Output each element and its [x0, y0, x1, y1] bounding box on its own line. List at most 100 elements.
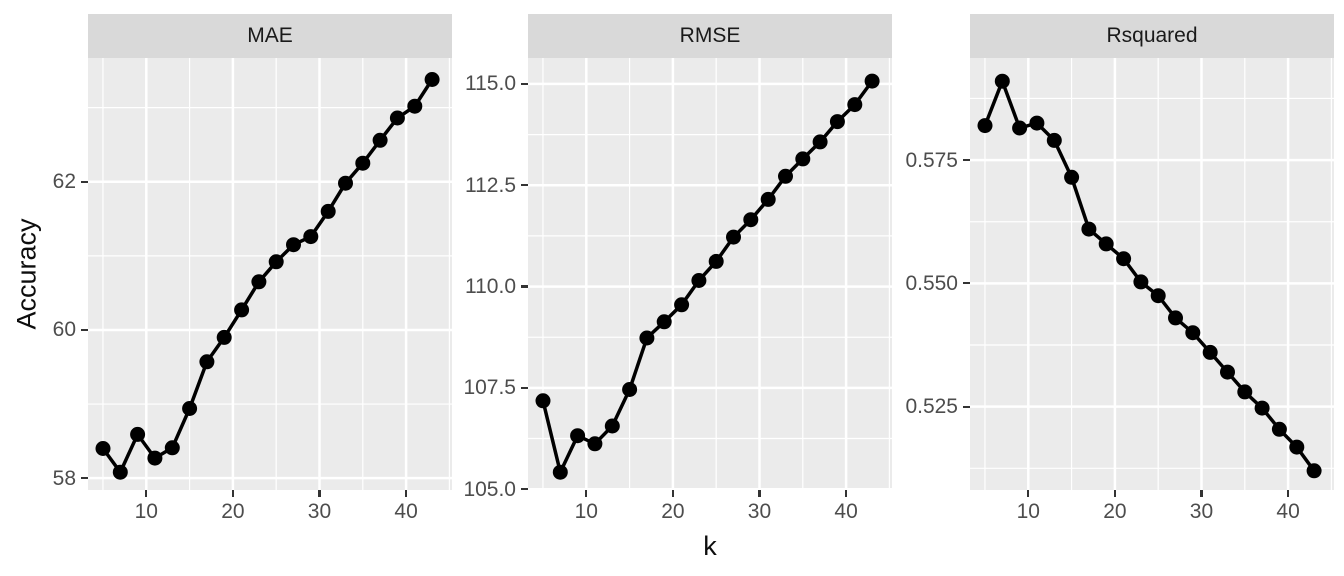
x-tick-mark	[1113, 490, 1116, 497]
data-point	[286, 237, 301, 253]
data-point	[691, 273, 707, 288]
y-tick-mark	[521, 488, 528, 491]
x-axis-title: k	[703, 531, 717, 561]
x-tick-mark	[844, 490, 848, 497]
x-tick-label: 10	[574, 500, 598, 523]
data-point	[1098, 236, 1114, 252]
y-tick-mark	[81, 477, 88, 480]
x-tick-mark	[231, 490, 234, 497]
data-point	[372, 132, 388, 148]
data-point	[604, 418, 620, 434]
data-point	[708, 253, 724, 269]
x-tick-label: 20	[1103, 500, 1127, 523]
y-tick-label: 115.0	[465, 72, 516, 96]
data-point	[424, 72, 440, 87]
y-tick-label: 60	[52, 318, 76, 342]
x-tick-mark	[404, 490, 408, 497]
data-point	[570, 428, 586, 444]
y-tick-label: 58	[52, 466, 76, 490]
data-point	[1150, 288, 1166, 304]
data-point	[1220, 364, 1235, 380]
panel-mae	[88, 58, 452, 490]
x-tick-label: 10	[134, 500, 158, 523]
data-point	[760, 191, 776, 207]
data-point	[95, 441, 111, 456]
x-tick-mark	[1027, 490, 1030, 497]
y-tick-mark	[521, 184, 528, 187]
x-tick-label: 30	[307, 500, 332, 523]
y-tick-label: 112.5	[465, 173, 516, 197]
data-point	[1185, 325, 1201, 341]
y-tick-mark	[963, 282, 970, 285]
facet-strip-label: MAE	[247, 24, 293, 47]
x-tick-label: 40	[1276, 500, 1300, 523]
data-point	[182, 401, 198, 416]
data-point	[130, 426, 146, 442]
y-tick-label: 62	[52, 170, 76, 194]
data-point	[320, 203, 336, 219]
data-point	[1202, 344, 1218, 360]
data-point	[1237, 384, 1253, 400]
y-tick-label: 105.0	[463, 477, 516, 501]
data-point	[829, 114, 845, 130]
data-point	[1289, 439, 1305, 455]
data-point	[977, 118, 993, 134]
facet-strip-rmse: RMSE	[528, 14, 892, 58]
data-point	[251, 274, 267, 290]
x-tick-label: 10	[1016, 500, 1040, 523]
y-tick-label: 110.0	[465, 275, 516, 299]
y-tick-label: 0.575	[905, 148, 958, 172]
data-point	[164, 440, 180, 456]
data-point	[268, 254, 284, 270]
x-tick-mark	[145, 490, 148, 497]
data-point	[1116, 251, 1132, 267]
data-point	[622, 382, 638, 397]
facet-strip-rsquared: Rsquared	[970, 14, 1334, 58]
x-tick-label: 40	[834, 500, 858, 523]
data-point	[1081, 221, 1097, 237]
y-tick-mark	[521, 386, 528, 389]
facet-plot-area	[528, 58, 892, 490]
data-point	[812, 134, 828, 150]
data-point	[1168, 310, 1183, 326]
y-tick-label: 0.525	[905, 395, 958, 419]
data-point	[674, 297, 690, 313]
data-point	[587, 436, 603, 452]
data-point	[389, 110, 405, 126]
facet-strip-label: Rsquared	[1106, 24, 1198, 47]
y-tick-mark	[963, 405, 970, 408]
data-point	[1064, 169, 1080, 185]
y-tick-mark	[81, 180, 88, 183]
data-point	[552, 464, 568, 480]
data-point	[778, 168, 793, 184]
panel-rsquared	[970, 58, 1334, 490]
y-tick-label: 0.550	[905, 271, 958, 295]
panel-rmse	[528, 58, 892, 490]
y-tick-mark	[81, 328, 88, 332]
data-point	[1306, 463, 1322, 479]
data-point	[338, 175, 353, 191]
facet-plot-area	[970, 58, 1334, 490]
data-point	[1029, 115, 1045, 131]
data-point	[1046, 132, 1062, 148]
data-point	[147, 450, 163, 466]
facet-strip-mae: MAE	[88, 14, 452, 58]
y-tick-mark	[521, 82, 528, 86]
x-tick-mark	[758, 490, 761, 497]
data-point	[407, 98, 423, 114]
data-point	[1133, 274, 1149, 290]
x-tick-label: 30	[1189, 500, 1214, 523]
data-point	[1254, 400, 1270, 416]
x-tick-label: 40	[394, 500, 418, 523]
data-point	[847, 97, 863, 113]
data-point	[199, 354, 215, 370]
x-tick-label: 20	[221, 500, 245, 523]
x-tick-label: 20	[661, 500, 685, 523]
x-tick-label: 30	[747, 500, 772, 523]
data-point	[112, 464, 128, 480]
data-point	[303, 229, 319, 245]
data-point	[864, 73, 880, 89]
data-point	[216, 329, 232, 345]
facet-plot-area	[88, 58, 452, 490]
data-point	[994, 73, 1010, 89]
